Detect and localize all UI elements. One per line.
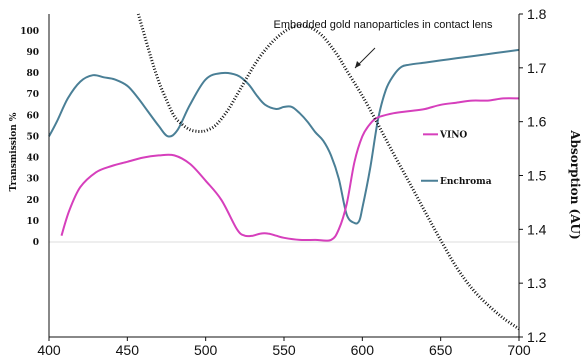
- left-tick-label: 30: [26, 175, 39, 185]
- series-line-vino: [60, 97, 520, 242]
- left-tick-label: 0: [33, 238, 39, 248]
- x-tick-label: 650: [429, 342, 453, 358]
- legend-label-vino: VINO: [439, 130, 467, 140]
- legend-label-enchroma: Enchroma: [440, 177, 492, 187]
- left-axis-label: Transmission %: [9, 112, 19, 191]
- series-line-embedded-gold-nanoparticles-in-contact-lens-seg2: [203, 24, 520, 331]
- annotation-arrowhead: [355, 61, 361, 68]
- x-tick-label: 700: [507, 342, 531, 358]
- axes: 400 450 500 550 600 650 700 0 10 20 30 40 50 60 70 80 90…: [20, 6, 546, 358]
- left-tick-label: 100: [20, 27, 39, 37]
- left-tick-label: 40: [26, 154, 39, 164]
- plot-area: [48, 13, 520, 331]
- series-line-embedded-gold-nanoparticles-in-contact-lens-seg1: [136, 13, 203, 133]
- left-tick-label: 90: [26, 48, 39, 58]
- right-tick-label: 1.4: [527, 221, 547, 237]
- x-tick-label: 500: [194, 342, 218, 358]
- series-line-enchroma: [48, 48, 520, 225]
- x-tick-label: 550: [272, 342, 296, 358]
- right-tick-label: 1.3: [527, 275, 547, 291]
- left-tick-label: 20: [26, 196, 39, 206]
- x-tick-label: 450: [116, 342, 140, 358]
- right-tick-label: 1.7: [527, 60, 547, 76]
- annotation-text: Embedded gold nanoparticles in contact l…: [274, 19, 493, 31]
- left-tick-label: 70: [26, 90, 39, 100]
- right-axis-label: Absorption (AU): [568, 129, 582, 239]
- right-tick-label: 1.5: [527, 168, 547, 184]
- left-tick-label: 10: [26, 217, 39, 227]
- left-tick-label: 50: [26, 132, 39, 142]
- right-tick-label: 1.2: [527, 329, 547, 345]
- x-tick-label: 600: [351, 342, 375, 358]
- left-tick-label: 60: [26, 111, 39, 121]
- x-tick-label: 400: [37, 342, 61, 358]
- right-tick-label: 1.6: [527, 114, 547, 130]
- left-tick-label: 80: [26, 69, 39, 79]
- right-tick-label: 1.8: [527, 6, 547, 22]
